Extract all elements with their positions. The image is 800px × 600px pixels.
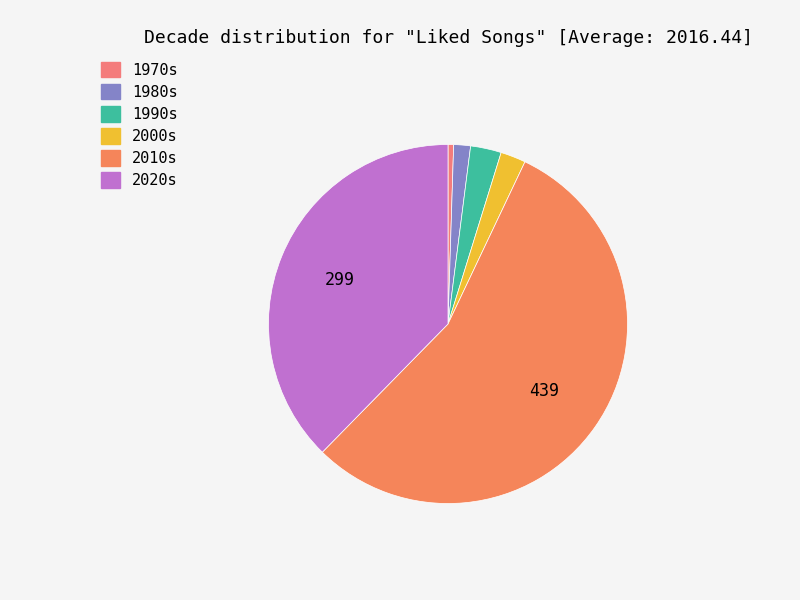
Wedge shape bbox=[448, 145, 454, 324]
Wedge shape bbox=[448, 145, 470, 324]
Wedge shape bbox=[322, 162, 627, 503]
Title: Decade distribution for "Liked Songs" [Average: 2016.44]: Decade distribution for "Liked Songs" [A… bbox=[143, 29, 753, 47]
Wedge shape bbox=[448, 146, 501, 324]
Wedge shape bbox=[448, 152, 525, 324]
Legend: 1970s, 1980s, 1990s, 2000s, 2010s, 2020s: 1970s, 1980s, 1990s, 2000s, 2010s, 2020s bbox=[97, 57, 182, 193]
Wedge shape bbox=[269, 145, 448, 452]
Text: 299: 299 bbox=[325, 271, 355, 289]
Text: 439: 439 bbox=[529, 382, 558, 400]
